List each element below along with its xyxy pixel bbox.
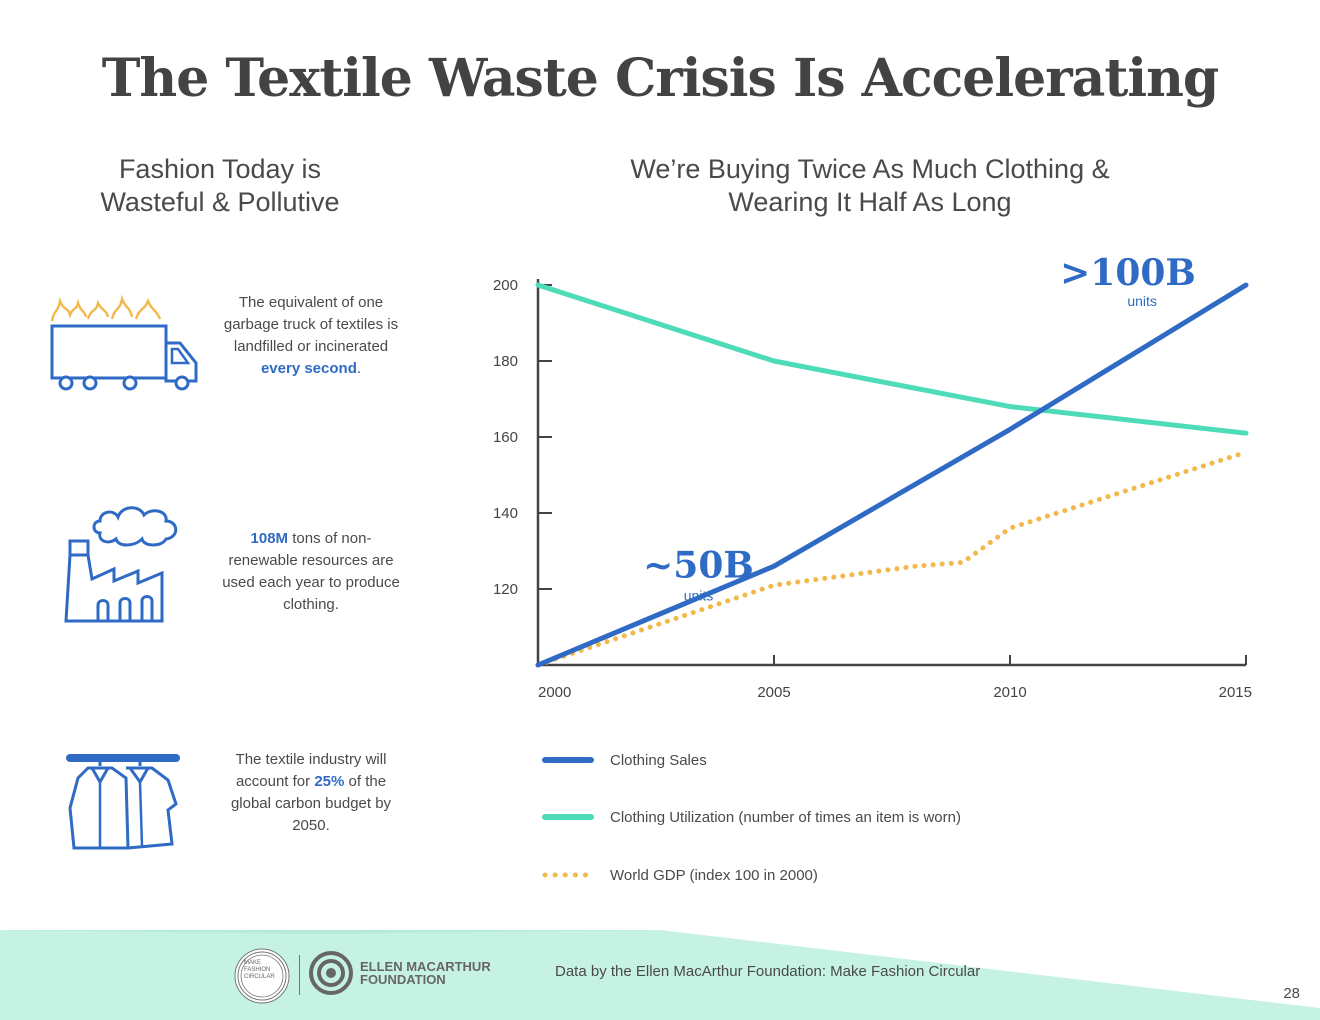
stat-carbon-end: of the global carbon budget by 2050. — [230, 773, 392, 834]
stat-landfill: The equivalent of one garbage truck of t… — [222, 292, 400, 380]
legend-label-sales: Clothing Sales — [610, 751, 707, 769]
stat-carbon: The textile industry will account for 25… — [222, 749, 400, 837]
chart-axes: 120 140 160 180 200 2000 2005 2010 2015 — [493, 277, 1252, 701]
chart-heading-line1: We’re Buying Twice As Much Clothing & — [630, 154, 1110, 184]
line-chart: 120 140 160 180 200 2000 2005 2010 2015 ~50B uni… — [493, 255, 1252, 701]
garbage-truck-fire-icon — [50, 294, 198, 391]
stat-landfill-highlight: every second — [260, 360, 357, 377]
emf-logo: ELLEN MACARTHUR FOUNDATION — [308, 950, 491, 996]
mfc-logo — [234, 948, 290, 1004]
legend-label-utilization: Clothing Utilization (number of times an… — [610, 808, 961, 826]
page-number: 28 — [1283, 985, 1300, 1002]
emf-logo-line1: ELLEN MACARTHUR — [360, 959, 491, 974]
series-line-1 — [535, 282, 1249, 436]
legend-swatch-utilization — [542, 814, 594, 820]
chart-annotations: ~50B units >100B units — [643, 255, 1196, 603]
left-heading-line1: Fashion Today is — [118, 154, 322, 184]
x-tick-label: 2010 — [993, 684, 1026, 701]
stat-landfill-text: The equivalent of one garbage truck of t… — [223, 294, 399, 355]
page-title: The Textile Waste Crisis Is Accelerating — [101, 48, 1220, 109]
x-tick-label: 2005 — [757, 684, 790, 701]
emf-logo-text: ELLEN MACARTHUR FOUNDATION — [360, 960, 491, 986]
stat-carbon-text: The textile industry will account for — [235, 751, 387, 790]
stat-resources-text: tons of non-renewable resources are used… — [222, 530, 400, 613]
stat-landfill-end: . — [356, 360, 362, 377]
legend-clothing-utilization: Clothing Utilization (number of times an… — [540, 805, 961, 829]
x-tick-label: 2015 — [1219, 684, 1252, 701]
series-line-2 — [535, 449, 1249, 668]
left-heading-line2: Wasteful & Pollutive — [100, 187, 340, 217]
mfc-logo-text: MAKE FASHION CIRCULAR — [244, 960, 275, 980]
y-tick-label: 200 — [493, 277, 518, 294]
logo-divider — [299, 955, 300, 995]
y-tick-label: 160 — [493, 429, 518, 446]
source-note: Data by the Ellen MacArthur Foundation: … — [555, 963, 981, 980]
series-line-0 — [535, 282, 1249, 668]
chart-heading: We’re Buying Twice As Much Clothing & We… — [560, 153, 1180, 219]
annotation-50b: ~50B — [643, 545, 754, 587]
y-tick-label: 120 — [493, 581, 518, 598]
legend-clothing-sales: Clothing Sales — [540, 748, 707, 772]
stat-resources: 108M tons of non-renewable resources are… — [222, 528, 400, 616]
x-tick-label: 2000 — [538, 684, 571, 701]
y-tick-label: 140 — [493, 505, 518, 522]
annotation-50b-units: units — [684, 587, 714, 603]
chart-heading-line2: Wearing It Half As Long — [728, 187, 1012, 217]
annotation-100b: >100B — [1060, 255, 1196, 294]
legend-swatch-gdp — [542, 872, 594, 878]
emf-logo-mark — [309, 951, 353, 995]
stat-carbon-highlight: 25% — [314, 773, 345, 790]
legend-swatch-sales — [542, 757, 594, 763]
left-heading: Fashion Today is Wasteful & Pollutive — [40, 153, 400, 219]
factory-smoke-icon — [64, 506, 178, 623]
stat-resources-highlight: 108M — [250, 530, 289, 547]
legend-label-gdp: World GDP (index 100 in 2000) — [610, 866, 818, 884]
y-tick-label: 180 — [493, 353, 518, 370]
annotation-100b-units: units — [1127, 293, 1157, 309]
emf-logo-line2: FOUNDATION — [360, 972, 446, 987]
legend-world-gdp: World GDP (index 100 in 2000) — [540, 863, 818, 887]
chart-series — [535, 282, 1249, 668]
clothes-rack-icon — [66, 754, 180, 850]
